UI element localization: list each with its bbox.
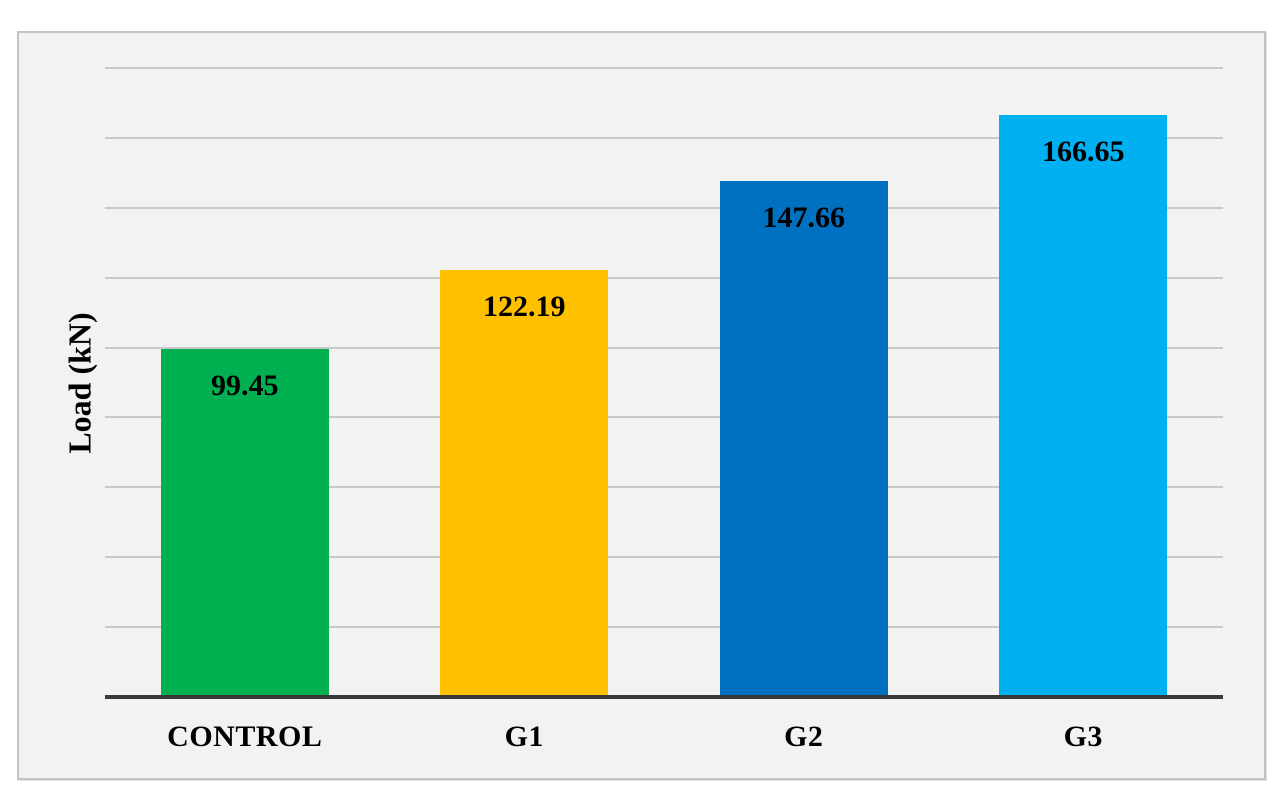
x-axis-label-control: CONTROL bbox=[167, 720, 323, 753]
gridline-100 bbox=[105, 346, 1223, 349]
gridline-160 bbox=[105, 136, 1223, 139]
x-axis-label-g3: G3 bbox=[1063, 720, 1103, 753]
bars-container: 99.45 122.19 147.66 166.65 bbox=[105, 68, 1223, 697]
gridline-60 bbox=[105, 486, 1223, 489]
gridline-20 bbox=[105, 626, 1223, 629]
gridline-140 bbox=[105, 206, 1223, 209]
y-axis-title: Load (kN) bbox=[61, 312, 98, 454]
x-axis-line bbox=[105, 695, 1223, 699]
bar-g1: 122.19 bbox=[440, 270, 609, 697]
bar-value-label-g3: 166.65 bbox=[1042, 134, 1125, 168]
bar-value-label-control: 99.45 bbox=[211, 369, 279, 403]
x-axis-label-g1: G1 bbox=[504, 720, 544, 753]
gridline-180 bbox=[105, 67, 1223, 69]
x-axis-labels: CONTROL G1 G2 G3 bbox=[105, 717, 1223, 757]
bar-slot-g2: 147.66 bbox=[664, 68, 944, 697]
bar-value-label-g2: 147.66 bbox=[762, 201, 846, 235]
bar-g3: 166.65 bbox=[999, 114, 1168, 697]
chart-frame: Load (kN) 99.45 122.19 147.66 166.65 CONTRO… bbox=[17, 31, 1266, 780]
bar-value-label-g1: 122.19 bbox=[483, 290, 566, 324]
plot-area: 99.45 122.19 147.66 166.65 bbox=[105, 67, 1223, 699]
gridline-40 bbox=[105, 556, 1223, 559]
bar-g2: 147.66 bbox=[719, 181, 888, 697]
bar-slot-g1: 122.19 bbox=[385, 68, 665, 697]
bar-slot-control: 99.45 bbox=[105, 68, 385, 697]
x-axis-label-g2: G2 bbox=[784, 720, 824, 753]
gridline-80 bbox=[105, 416, 1223, 419]
gridlines bbox=[105, 67, 1223, 697]
bar-slot-g3: 166.65 bbox=[944, 68, 1224, 697]
gridline-120 bbox=[105, 276, 1223, 279]
bar-control: 99.45 bbox=[160, 349, 329, 697]
